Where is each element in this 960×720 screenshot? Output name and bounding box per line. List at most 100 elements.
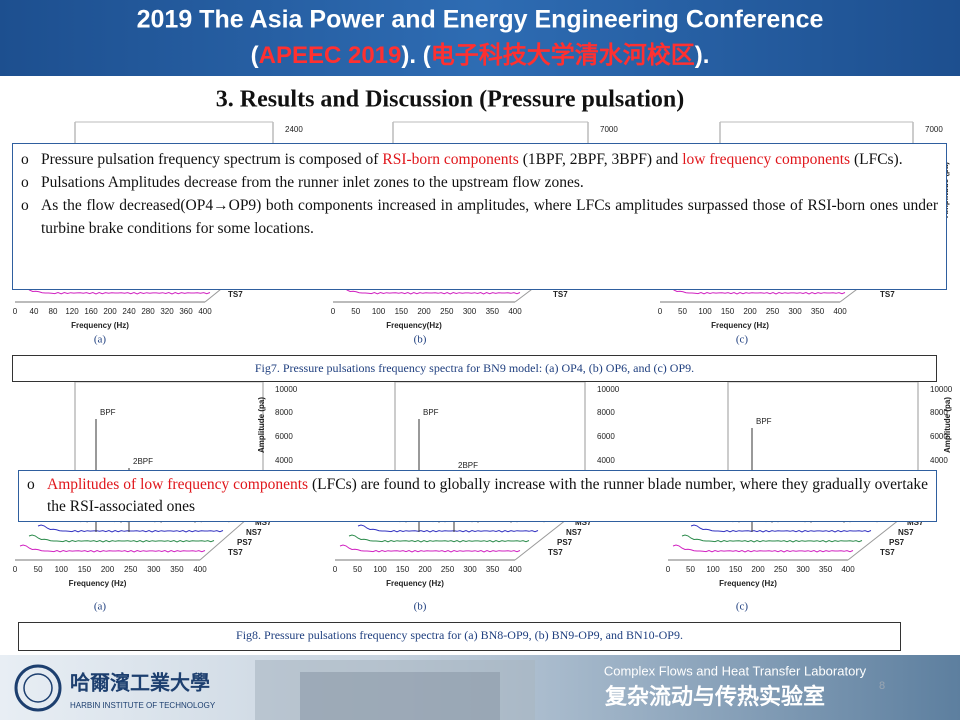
panel-label: (a) <box>94 334 107 346</box>
series-label: TS7 <box>880 290 895 299</box>
panel-label: (b) <box>414 601 427 613</box>
x-tick-label: 350 <box>811 307 825 316</box>
x-tick-label: 0 <box>13 307 18 316</box>
building <box>300 672 500 720</box>
x-tick-label: 150 <box>721 307 735 316</box>
text-segment: As the flow decreased(OP4→OP9) both comp… <box>41 197 938 237</box>
peak-label: BPF <box>100 408 116 417</box>
x-tick-label: 250 <box>766 307 780 316</box>
series-label: NS7 <box>566 528 582 537</box>
x-axis-label: Frequency (Hz) <box>719 579 777 588</box>
series-label: MS7 <box>255 518 272 527</box>
x-tick-label: 350 <box>486 565 500 574</box>
series-label: NS7 <box>246 528 262 537</box>
x-axis-label: Frequency(Hz) <box>386 321 442 330</box>
peak-label: BPF <box>423 408 439 417</box>
title-segment: ). ( <box>401 42 430 69</box>
lab-cn: 复杂流动与传热实验室 <box>604 684 825 709</box>
y-tick-label: 6000 <box>597 432 615 441</box>
x-tick-label: 100 <box>55 565 69 574</box>
x-tick-label: 360 <box>179 307 193 316</box>
text-segment: Pressure pulsation frequency spectrum is… <box>41 151 383 168</box>
series-label: MS7 <box>575 518 592 527</box>
y-tick-label: 4000 <box>275 456 293 465</box>
y-tick-label: 6000 <box>275 432 293 441</box>
text-segment: low frequency components <box>682 151 851 168</box>
spectrum-trace <box>19 286 211 295</box>
spectrum-trace <box>664 286 846 295</box>
x-tick-label: 200 <box>418 565 432 574</box>
series-label: TS7 <box>228 290 243 299</box>
x-tick-label: 250 <box>440 307 454 316</box>
x-tick-label: 50 <box>34 565 43 574</box>
x-tick-label: 50 <box>351 307 360 316</box>
y-tick-label: 4000 <box>597 456 615 465</box>
panel-label: (b) <box>414 334 427 346</box>
x-tick-label: 400 <box>508 565 522 574</box>
text-segment: RSI-born components <box>382 151 519 168</box>
x-tick-label: 350 <box>819 565 833 574</box>
bullet: o Amplitudes of low frequency components … <box>27 474 928 518</box>
page-number: 8 <box>879 680 885 692</box>
bullet-marker: o <box>21 174 29 191</box>
spectrum-trace <box>690 524 872 533</box>
y-axis-label: Amplitude (pa) <box>257 397 266 453</box>
spectrum-trace <box>681 534 863 543</box>
x-tick-label: 150 <box>729 565 743 574</box>
x-tick-label: 400 <box>833 307 847 316</box>
x-tick-label: 50 <box>678 307 687 316</box>
x-tick-label: 250 <box>124 565 138 574</box>
x-tick-label: 100 <box>372 307 386 316</box>
logo-seal <box>14 664 62 712</box>
x-tick-label: 50 <box>686 565 695 574</box>
x-tick-label: 400 <box>508 307 522 316</box>
lab-en: Complex Flows and Heat Transfer Laborato… <box>604 663 867 678</box>
series-label: PS7 <box>889 538 905 547</box>
title-segment: APEEC 2019 <box>259 42 402 69</box>
x-tick-label: 250 <box>441 565 455 574</box>
x-tick-label: 150 <box>395 307 409 316</box>
figure-caption: Fig7. Pressure pulsations frequency spec… <box>12 355 937 382</box>
x-tick-label: 150 <box>396 565 410 574</box>
x-axis-label: Frequency (Hz) <box>71 321 129 330</box>
x-axis-label: Frequency (Hz) <box>711 321 769 330</box>
bullet: o As the flow decreased(OP4→OP9) both com… <box>21 194 938 240</box>
y-tick-label: 8000 <box>597 408 615 417</box>
panel-label: (a) <box>94 601 107 613</box>
x-tick-label: 200 <box>103 307 117 316</box>
x-tick-label: 300 <box>788 307 802 316</box>
y-tick-label: 8000 <box>930 408 948 417</box>
series-label: TS7 <box>553 290 568 299</box>
y-tick-label: 6000 <box>930 432 948 441</box>
spectrum-trace <box>672 544 854 553</box>
figure-caption: Fig8. Pressure pulsations frequency spec… <box>18 622 901 651</box>
x-tick-label: 120 <box>65 307 79 316</box>
bullet-text: Amplitudes of low frequency components (… <box>47 474 928 518</box>
x-tick-label: 400 <box>198 307 212 316</box>
text-segment: Amplitudes of low frequency components <box>47 476 309 493</box>
x-tick-label: 100 <box>373 565 387 574</box>
bullet-text: Pressure pulsation frequency spectrum is… <box>41 148 903 171</box>
panel-label: (c) <box>736 601 749 613</box>
spectrum-trace <box>28 534 215 543</box>
panel-label: (c) <box>736 334 749 346</box>
univ-cn: 哈爾濱工業大學 <box>70 670 210 694</box>
bullet-marker: o <box>21 151 29 168</box>
y-tick-label: 10000 <box>930 385 953 394</box>
title-segment: ( <box>251 42 259 69</box>
series-label: TS7 <box>548 548 563 557</box>
bullet: o Pressure pulsation frequency spectrum i… <box>21 148 938 171</box>
header-band <box>0 0 960 76</box>
series-label: PS7 <box>237 538 253 547</box>
x-tick-label: 100 <box>698 307 712 316</box>
x-tick-label: 350 <box>486 307 500 316</box>
peak-label: 2BPF <box>458 461 478 470</box>
x-tick-label: 200 <box>417 307 431 316</box>
spectrum-trace <box>357 524 539 533</box>
x-tick-label: 300 <box>147 565 161 574</box>
bullet-marker: o <box>27 476 35 493</box>
x-tick-label: 160 <box>84 307 98 316</box>
x-tick-label: 200 <box>751 565 765 574</box>
